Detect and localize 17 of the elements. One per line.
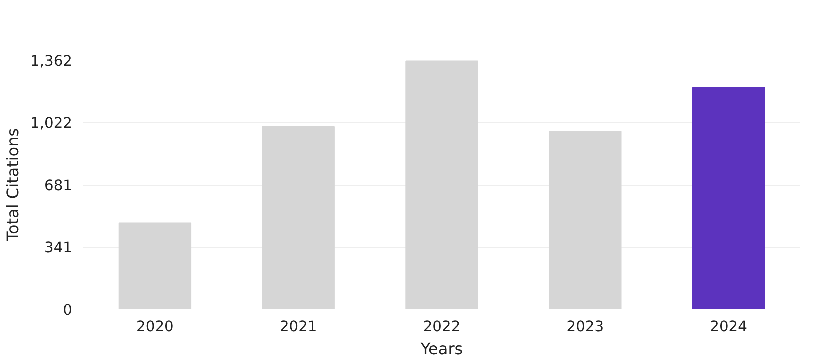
- bar: [406, 60, 478, 310]
- x-tick-label: 2021: [280, 318, 318, 336]
- y-tick-label: 1,022: [30, 115, 73, 132]
- y-axis-title: Total Citations: [4, 128, 23, 243]
- y-tick-label: 1,362: [30, 53, 73, 70]
- x-tick-label: 2022: [423, 318, 461, 336]
- bar: [262, 126, 335, 310]
- bar: [118, 222, 192, 310]
- y-tick-label: 681: [44, 178, 73, 194]
- y-tick-label: 341: [44, 240, 73, 257]
- bar: [549, 131, 622, 310]
- x-axis-title: Years: [420, 340, 464, 358]
- x-tick-label: 2020: [136, 318, 174, 336]
- y-tick-label: 0: [63, 302, 73, 319]
- bar: [692, 87, 766, 310]
- x-tick-label: 2024: [710, 318, 748, 336]
- x-tick-label: 2023: [566, 318, 604, 336]
